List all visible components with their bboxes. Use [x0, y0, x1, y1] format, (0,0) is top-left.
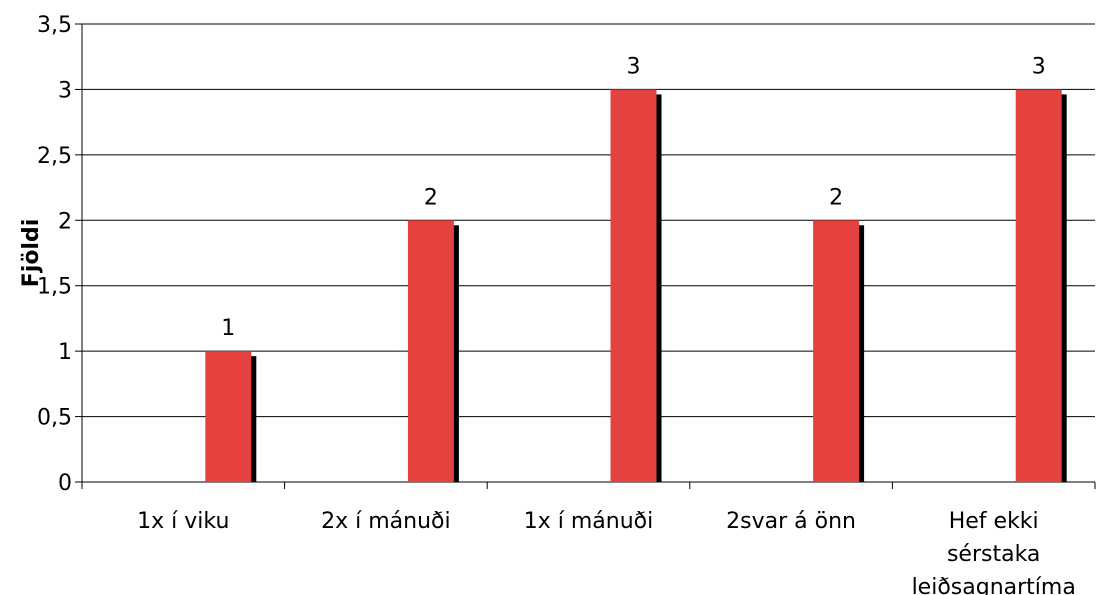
x-tick-label: Hef ekki sérstaka leiðsagnartíma: [912, 509, 1076, 595]
data-label: 1: [221, 316, 235, 341]
y-tick-label: 0: [58, 471, 72, 496]
bar: [1015, 89, 1062, 482]
bar: [610, 89, 657, 482]
data-label: 3: [1032, 54, 1046, 79]
data-labels: 1 2 3 2 3: [221, 54, 1045, 341]
bar: [407, 220, 454, 483]
bars: [205, 89, 1067, 483]
bar: [205, 351, 252, 482]
y-axis-title: Fjöldi: [19, 219, 44, 288]
y-tick-label: 2: [58, 209, 72, 234]
data-label: 2: [829, 185, 843, 210]
y-tick-label: 2,5: [37, 144, 72, 169]
y-tick-label: 3: [58, 78, 72, 103]
bar: [813, 220, 860, 483]
x-axis: 1x í viku 2x í mánuði 1x í mánuði 2svar á ö…: [81, 481, 1096, 595]
x-tick-label: 2x í mánuði: [321, 509, 451, 534]
x-tick-label: 2svar á önn: [726, 509, 856, 534]
y-tick-label: 1,5: [37, 275, 72, 300]
x-tick-label: 1x í mánuði: [524, 509, 654, 534]
x-tick-label: 1x í viku: [137, 509, 229, 534]
y-tick-label: 0,5: [37, 406, 72, 431]
data-label: 3: [627, 54, 641, 79]
y-tick-label: 1: [58, 340, 72, 365]
y-tick-label: 3,5: [37, 13, 72, 38]
data-label: 2: [424, 185, 438, 210]
y-axis: 0 0,5 1 1,5 2 2,5 3 3,5: [37, 13, 83, 496]
